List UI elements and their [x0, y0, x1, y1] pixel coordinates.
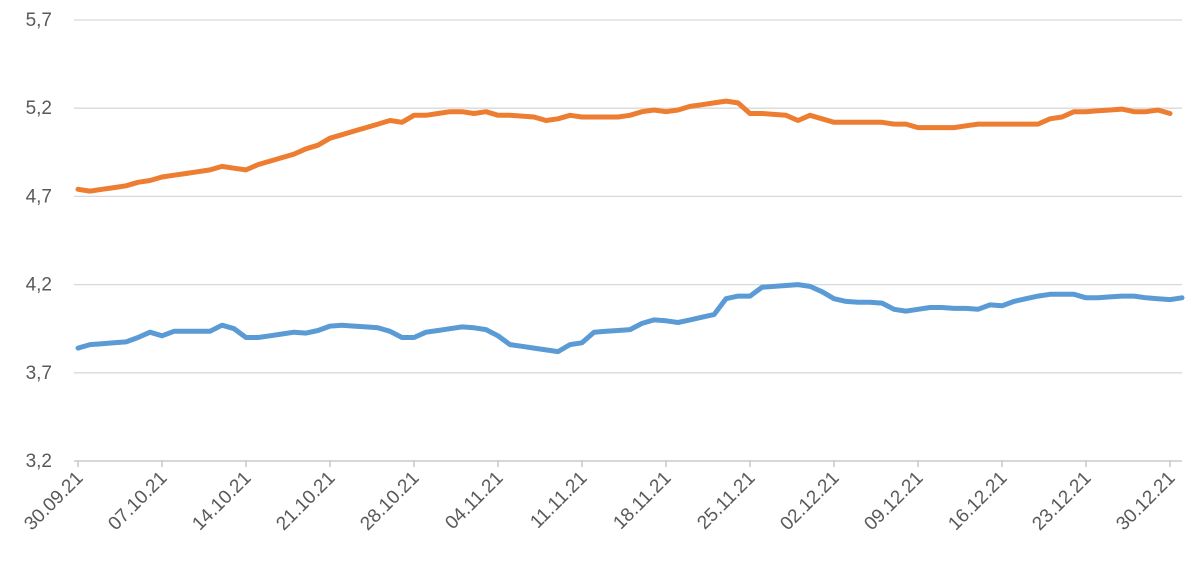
y-tick-label: 5,7 [26, 10, 52, 31]
y-axis: 3,2 3,7 4,2 4,7 5,2 5,7 [26, 10, 52, 472]
y-tick-label: 5,2 [26, 98, 52, 119]
x-tick-label: 07.10.21 [104, 468, 171, 535]
x-tick-label: 30.12.21 [1112, 468, 1179, 535]
series-line-orange [75, 98, 1173, 194]
x-tick-label: 09.12.21 [860, 468, 927, 535]
x-tick-label: 23.12.21 [1028, 468, 1095, 535]
x-axis: 30.09.21 07.10.21 14.10.21 21.10.21 28.10.21… [20, 460, 1182, 535]
y-tick-label: 4,2 [26, 275, 52, 296]
x-tick-label: 04.11.21 [441, 468, 507, 534]
y-tick-label: 3,2 [26, 451, 52, 472]
series-lines [75, 98, 1185, 355]
x-tick-label: 21.10.21 [272, 468, 339, 535]
gridlines [74, 19, 1182, 374]
x-tick-label: 30.09.21 [20, 468, 87, 535]
x-tick-label: 16.12.21 [944, 468, 1011, 535]
y-tick-label: 3,7 [26, 363, 52, 384]
x-tick-label: 11.11.21 [526, 468, 591, 533]
y-tick-label: 4,7 [26, 186, 52, 207]
series-line-blue [75, 282, 1185, 355]
x-tick-label: 28.10.21 [356, 468, 423, 535]
x-tick-label: 02.12.21 [776, 468, 843, 535]
x-tick-label: 14.10.21 [188, 468, 255, 535]
x-tick-label: 25.11.21 [693, 468, 759, 534]
x-tick-label: 18.11.21 [609, 468, 675, 534]
